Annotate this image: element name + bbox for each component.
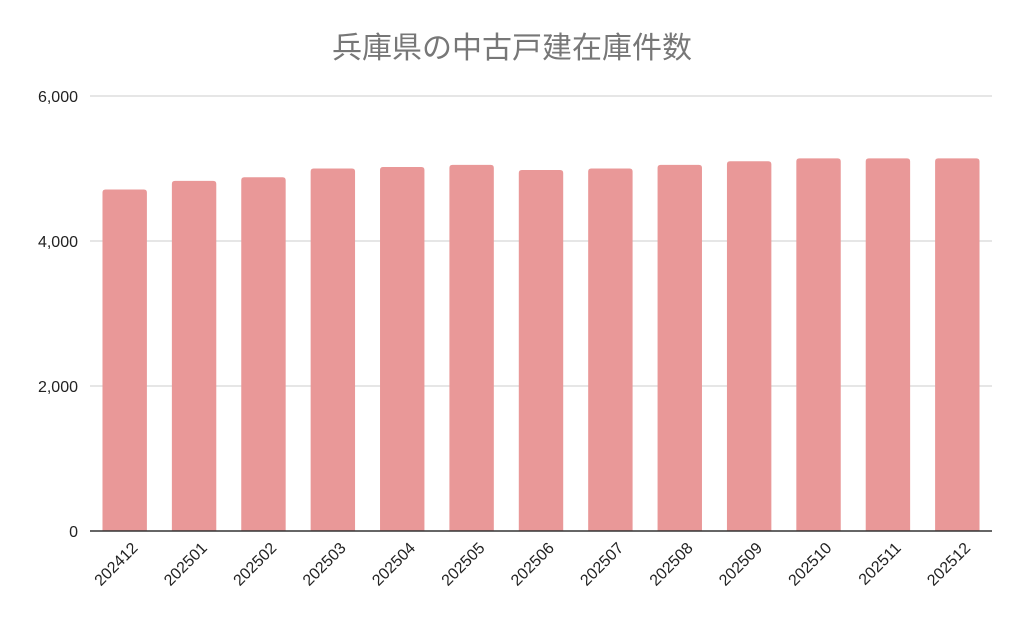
bar-202504 — [380, 167, 425, 532]
bar-202506 — [518, 169, 564, 531]
bars — [102, 158, 980, 532]
bar-202503 — [310, 168, 356, 531]
y-axis-tick-labels: 0 2,000 4,000 6,000 — [38, 89, 78, 541]
bar-202505 — [449, 164, 494, 531]
x-tick-label: 202501 — [161, 540, 211, 590]
x-tick-label: 202503 — [300, 540, 350, 590]
x-tick-label: 202412 — [92, 540, 142, 590]
x-tick-label: 202508 — [647, 540, 697, 590]
bar-202510 — [796, 158, 841, 531]
x-tick-label: 202504 — [369, 540, 419, 590]
y-tick-label: 6,000 — [38, 89, 78, 106]
x-tick-label: 202506 — [508, 540, 558, 590]
bar-202502 — [241, 177, 286, 531]
bar-202511 — [865, 158, 911, 531]
x-axis-tick-labels: 202412 202501 202502 202503 202504 202505 2025… — [92, 540, 974, 590]
x-tick-label: 202512 — [924, 540, 974, 590]
bar-202509 — [726, 161, 772, 531]
bar-202412 — [102, 189, 147, 531]
bar-202501 — [171, 180, 217, 531]
bar-202512 — [935, 158, 980, 531]
y-tick-label: 4,000 — [38, 234, 78, 251]
y-tick-label: 0 — [69, 524, 78, 541]
bar-202507 — [588, 168, 633, 531]
x-tick-label: 202502 — [231, 540, 281, 590]
chart-title: 兵庫県の中古戸建在庫件数 — [332, 31, 692, 66]
x-tick-label: 202505 — [439, 540, 489, 590]
x-tick-label: 202511 — [856, 540, 905, 589]
bar-202508 — [657, 164, 702, 531]
x-tick-label: 202507 — [577, 540, 627, 590]
y-tick-label: 2,000 — [38, 379, 78, 396]
x-tick-label: 202510 — [786, 540, 836, 590]
x-tick-label: 202509 — [716, 540, 766, 590]
